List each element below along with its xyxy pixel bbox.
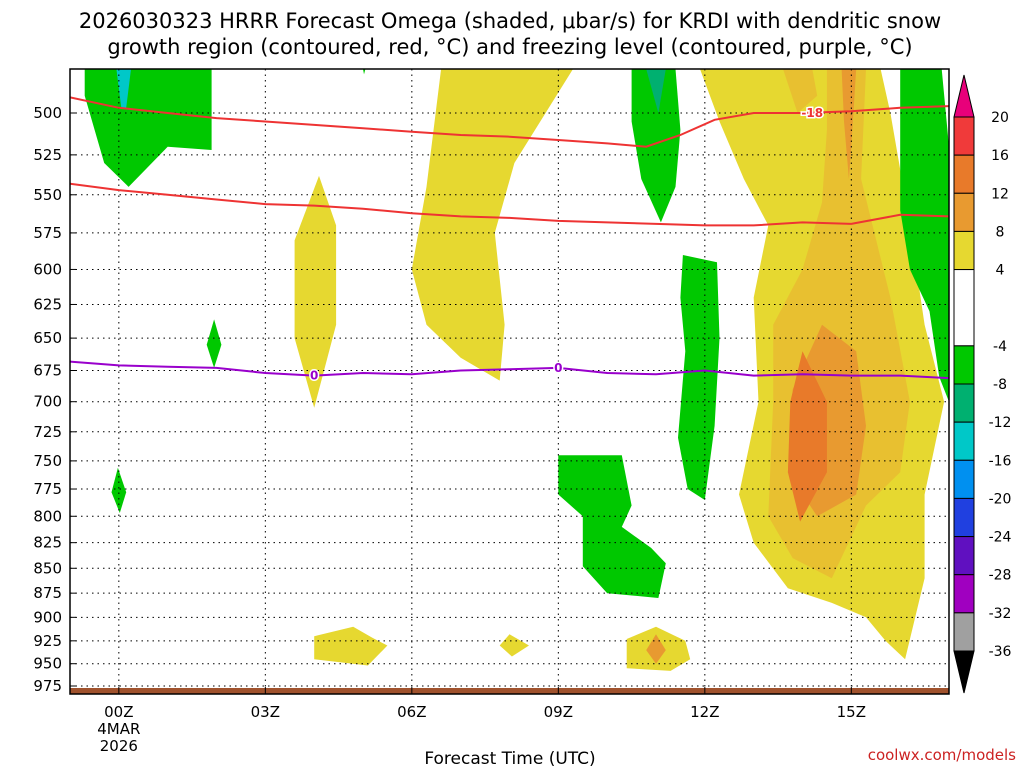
y-tick-label-550: 550 [33,186,62,204]
shaded-region-pos4 [294,175,337,408]
shaded-region-neg4 [900,69,949,402]
colorbar-bin [953,421,975,461]
colorbar-level-label: -20 [989,491,1012,507]
y-tick-label-925: 925 [33,632,62,650]
colorbar-bin [953,612,975,652]
y-tick-label-950: 950 [33,655,62,673]
y-tick-label-975: 975 [33,677,62,695]
colorbar-level-label: -16 [989,453,1012,469]
contour-label-dgz_upper_-18C: -18 [801,106,823,120]
y-axis: 500 525 550 575 600 625 650 675 700 725 750 775 800 8… [33,104,76,695]
chart-title-line1: 2026030323 HRRR Forecast Omega (shaded, … [79,9,941,33]
x-tick-label-06Z: 06Z [397,703,426,721]
shaded-region-pos4 [411,69,573,381]
colorbar-level-label: -4 [993,339,1007,355]
y-tick-label-875: 875 [33,584,62,602]
x-tick-sublabel-year: 2026 [100,737,138,755]
contour-freezing_level_0C [70,360,949,380]
credit-text: coolwx.com/models [868,746,1016,764]
contour-label-freezing_level_0C: 0 [554,361,562,375]
omega-shading [84,69,949,671]
y-tick-label-600: 600 [33,260,62,278]
shaded-region-neg4 [558,455,666,598]
colorbar-bin [953,497,975,538]
colorbar-level-label: -32 [989,606,1012,622]
colorbar-level-label: -12 [989,415,1012,431]
colorbar-top-cap [953,74,975,118]
shaded-region-pos4 [499,634,529,657]
y-tick-label-525: 525 [33,146,62,164]
colorbar-bin [953,269,975,347]
colorbar-bin [953,192,975,232]
x-tick-sublabel-date: 4MAR [97,720,140,738]
colorbar-level-label: 12 [991,186,1009,202]
shaded-region-neg8 [646,69,666,113]
x-tick-label-12Z: 12Z [690,703,719,721]
chart-title-line2: growth region (contoured, red, °C) and f… [107,35,912,59]
contours: -18 0 0 [70,96,949,384]
x-tick-label-09Z: 09Z [544,703,573,721]
shaded-region-neg4 [206,319,222,368]
shaded-region-pos12 [646,634,666,664]
shaded-region-neg4 [631,69,681,223]
colorbar-level-label: 16 [991,148,1009,164]
colorbar-bin [953,383,975,423]
shaded-region-neg4 [678,255,720,500]
y-tick-label-650: 650 [33,329,62,347]
x-tick-label-00Z: 00Z [104,703,133,721]
colorbar-bin [953,154,975,194]
colorbar: 20 16 12 8 4 -4 -8 -12 -16 -20 -24 -28 -32 -36 [953,74,1012,694]
x-axis-label: Forecast Time (UTC) [424,749,595,768]
colorbar-bin [953,345,975,385]
colorbar-bin [953,459,975,499]
y-tick-label-575: 575 [33,224,62,242]
colorbar-level-label: 4 [996,263,1005,279]
y-tick-label-825: 825 [33,534,62,552]
shaded-region-pos12 [841,69,857,179]
colorbar-level-label: -8 [993,377,1007,393]
shaded-region-neg12 [116,69,131,108]
plot-area: -18 0 0 [69,68,950,695]
shaded-region-pos4 [314,626,388,666]
colorbar-bin [953,116,975,156]
colorbar-bin [953,230,975,271]
contour-dgz_upper_-18C [70,96,949,148]
y-tick-label-900: 900 [33,608,62,626]
plot-border [69,68,950,695]
x-tick-label-03Z: 03Z [251,703,280,721]
y-tick-label-850: 850 [33,559,62,577]
shaded-region-neg4 [363,69,366,75]
y-tick-label-700: 700 [33,393,62,411]
x-tick-label-15Z: 15Z [837,703,866,721]
ground-strip [70,688,949,694]
y-tick-label-500: 500 [33,104,62,122]
y-tick-label-750: 750 [33,452,62,470]
colorbar-level-label: 8 [996,224,1005,240]
contour-label-freezing_level_0C: 0 [310,369,318,383]
colorbar-level-label: -24 [989,530,1012,546]
gridlines [70,69,949,694]
shaded-region-neg4 [84,69,212,187]
y-tick-label-675: 675 [33,361,62,379]
contour-dgz_lower_-12C [70,182,949,227]
colorbar-level-label: 20 [991,110,1009,126]
y-tick-label-725: 725 [33,423,62,441]
shaded-region-neg4 [111,467,127,513]
colorbar-bin [953,536,975,576]
y-tick-label-775: 775 [33,480,62,498]
y-tick-label-625: 625 [33,295,62,313]
colorbar-level-label: -36 [989,644,1012,660]
shaded-region-pos8 [783,69,818,113]
colorbar-bin [953,574,975,614]
shaded-region-pos16 [787,351,827,522]
colorbar-level-label: -28 [989,568,1012,584]
y-tick-label-800: 800 [33,507,62,525]
colorbar-bottom-cap [953,650,975,694]
